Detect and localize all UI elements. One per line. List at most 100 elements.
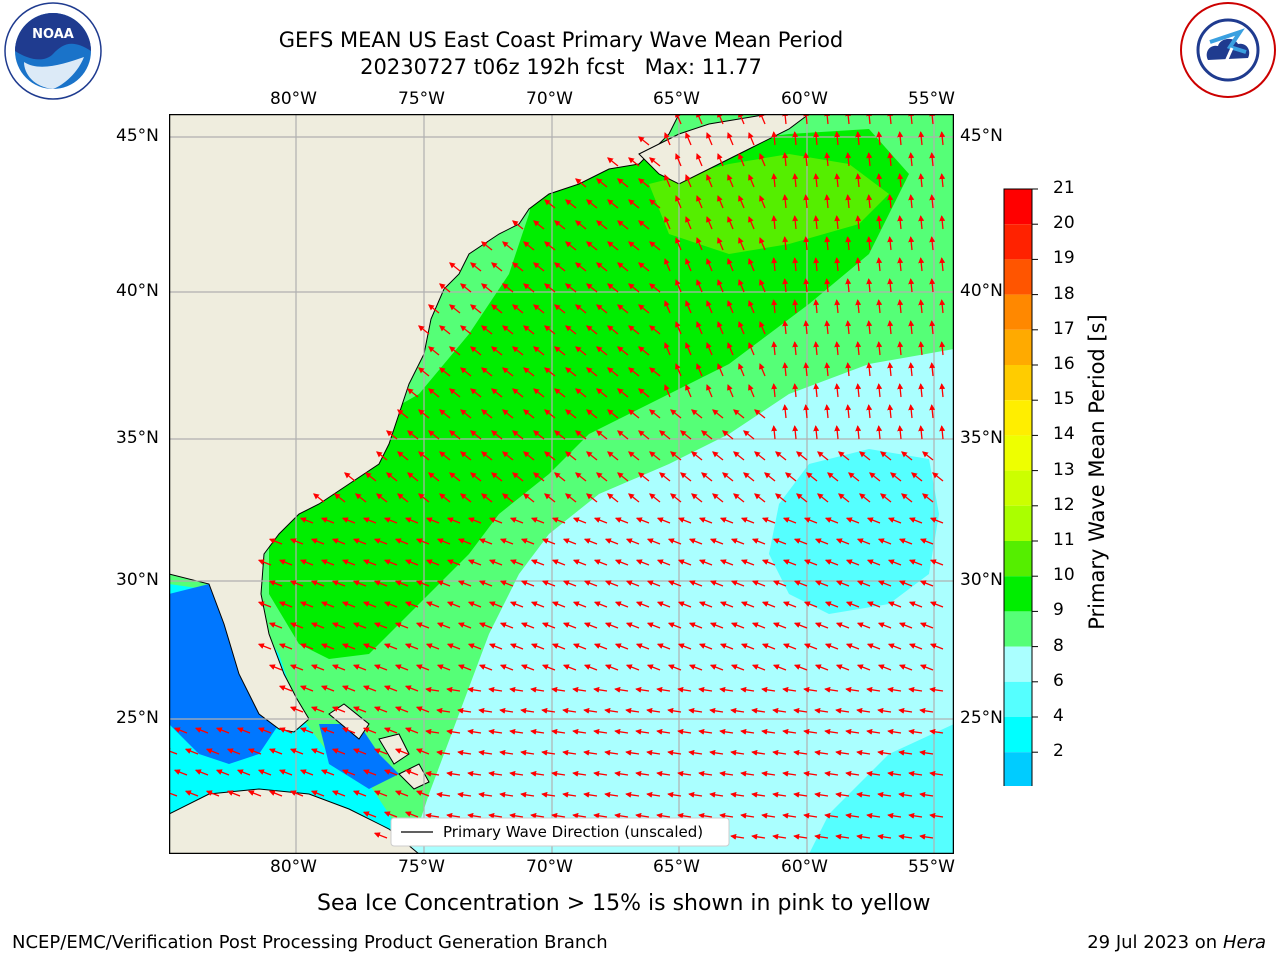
wave-direction-arrow: [719, 517, 734, 524]
wave-direction-arrow: [719, 770, 734, 777]
wave-direction-arrow: [855, 383, 862, 398]
wave-direction-arrow: [918, 383, 925, 398]
wave-direction-arrow: [449, 388, 461, 398]
wave-direction-arrow: [625, 749, 640, 756]
wave-direction-arrow: [754, 409, 766, 419]
wave-direction-arrow: [488, 559, 503, 566]
wave-direction-arrow: [677, 643, 692, 650]
wave-direction-arrow: [691, 409, 703, 419]
wave-direction-arrow: [533, 304, 545, 314]
wave-direction-arrow: [530, 686, 545, 693]
wave-direction-arrow: [664, 342, 671, 356]
wave-direction-arrow: [751, 664, 766, 671]
wave-direction-arrow: [845, 320, 852, 335]
wave-direction-arrow: [554, 430, 566, 440]
wave-direction-arrow: [743, 430, 755, 440]
wave-direction-arrow: [722, 472, 734, 482]
wave-direction-arrow: [876, 173, 883, 188]
wave-direction-arrow: [919, 664, 934, 671]
colorbar-segment: [1004, 189, 1032, 225]
wave-direction-arrow: [310, 664, 325, 671]
footer-date: 29 Jul 2023 on: [1087, 932, 1218, 953]
wave-direction-arrow: [509, 686, 524, 693]
wave-direction-arrow: [341, 601, 356, 608]
wave-direction-arrow: [691, 451, 703, 461]
wave-direction-arrow: [551, 517, 566, 524]
wave-direction-arrow: [604, 791, 619, 798]
wave-direction-arrow: [481, 367, 493, 377]
wave-direction-arrow: [565, 409, 577, 419]
wave-direction-arrow: [512, 346, 524, 356]
wave-direction-arrow: [782, 320, 789, 335]
wave-direction-arrow: [289, 580, 304, 587]
wave-direction-arrow: [835, 622, 850, 629]
lat-label-30n-right: 30°N: [960, 570, 1003, 590]
wave-direction-arrow: [310, 580, 325, 587]
wave-direction-arrow: [436, 707, 451, 714]
wave-direction-arrow: [383, 811, 398, 818]
wave-direction-arrow: [782, 601, 797, 608]
wave-direction-arrow: [614, 601, 629, 608]
colorbar-segment: [1004, 541, 1032, 577]
wave-direction-arrow: [394, 706, 409, 713]
wave-direction-arrow: [530, 559, 545, 566]
wave-direction-arrow: [782, 728, 797, 735]
wave-direction-arrow: [457, 707, 472, 714]
wave-direction-arrow: [418, 493, 430, 503]
wave-direction-arrow: [638, 388, 650, 398]
wave-direction-arrow: [764, 472, 776, 482]
wave-direction-arrow: [793, 791, 808, 798]
wave-direction-arrow: [169, 748, 178, 755]
wave-direction-arrow: [761, 517, 776, 524]
wave-direction-arrow: [436, 622, 451, 629]
wave-direction-arrow: [481, 493, 493, 503]
wave-direction-arrow: [352, 706, 367, 713]
wave-direction-arrow: [908, 728, 923, 735]
wave-direction-arrow: [625, 622, 640, 629]
wave-direction-arrow: [362, 517, 377, 524]
wave-direction-arrow: [541, 580, 556, 587]
wave-direction-arrow: [470, 304, 482, 314]
wave-direction-arrow: [939, 257, 946, 272]
wave-direction-arrow: [502, 325, 514, 335]
wave-direction-arrow: [439, 283, 451, 293]
wave-direction-arrow: [446, 812, 461, 819]
wave-direction-arrow: [712, 451, 724, 461]
wave-direction-arrow: [446, 517, 461, 524]
lon-label-75w-bottom: 75°W: [398, 857, 445, 877]
wave-direction-arrow: [939, 425, 946, 440]
wave-direction-arrow: [796, 493, 808, 503]
wave-direction-arrow: [664, 216, 671, 230]
wave-direction-arrow: [918, 131, 925, 146]
wave-direction-arrow: [593, 812, 608, 819]
wave-direction-arrow: [740, 686, 755, 693]
wave-direction-arrow: [533, 346, 545, 356]
wave-direction-arrow: [541, 622, 556, 629]
wave-direction-arrow: [688, 622, 703, 629]
wave-direction-arrow: [502, 451, 514, 461]
wave-direction-arrow: [918, 173, 925, 188]
wave-direction-arrow: [523, 367, 535, 377]
wave-direction-arrow: [730, 707, 745, 714]
wave-direction-arrow: [194, 769, 209, 776]
wave-direction-arrow: [215, 727, 230, 734]
wave-direction-arrow: [670, 451, 682, 461]
wave-direction-arrow: [740, 812, 755, 819]
wave-direction-arrow: [278, 601, 293, 608]
wave-direction-arrow: [771, 341, 778, 356]
wave-direction-arrow: [383, 601, 398, 608]
wave-direction-arrow: [523, 325, 535, 335]
wave-direction-arrow: [373, 664, 388, 671]
wave-direction-arrow: [470, 346, 482, 356]
wave-direction-arrow: [803, 362, 810, 377]
wave-direction-arrow: [299, 643, 314, 650]
wave-direction-arrow: [289, 706, 304, 713]
wave-direction-arrow: [488, 812, 503, 819]
wave-direction-arrow: [919, 538, 934, 545]
wave-direction-arrow: [331, 538, 346, 545]
wave-direction-arrow: [509, 601, 524, 608]
wave-direction-arrow: [415, 580, 430, 587]
wave-direction-arrow: [625, 664, 640, 671]
wave-direction-arrow: [709, 622, 724, 629]
colorbar-segment: [1004, 329, 1032, 365]
